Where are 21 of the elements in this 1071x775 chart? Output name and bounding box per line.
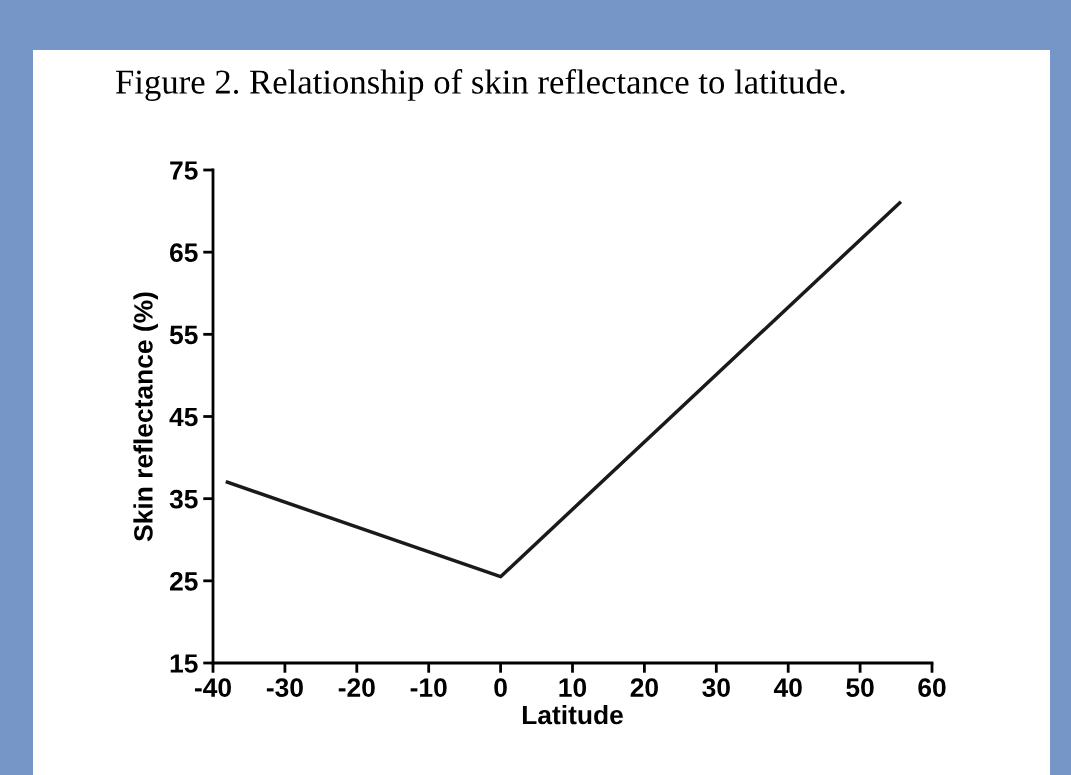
y-tick-label: 15 [170, 654, 198, 673]
x-tick-label: 0 [494, 678, 507, 697]
x-tick-label: -20 [338, 678, 375, 697]
x-tick-label: 40 [773, 678, 802, 697]
y-axis-title: Skin reflectance (%) [133, 292, 158, 542]
y-tick-label: 65 [170, 243, 198, 262]
x-axis-title: Latitude [522, 704, 623, 725]
y-tick-label: 45 [169, 407, 198, 427]
x-tick-label: 60 [918, 678, 946, 697]
y-tick-label: 35 [169, 489, 198, 509]
y-tick-label: 75 [170, 161, 198, 180]
x-tick-label: -10 [410, 678, 447, 697]
y-tick-label: 55 [169, 325, 198, 345]
y-tick-label: 25 [169, 571, 198, 591]
x-tick-label: 10 [559, 678, 587, 697]
chart-title: Figure 2. Relationship of skin reflectance to latitude. [116, 69, 845, 101]
x-tick-label: -30 [266, 678, 303, 697]
x-tick-label: 50 [846, 678, 874, 697]
x-tick-label: -40 [194, 678, 231, 697]
x-tick-label: 30 [702, 678, 730, 697]
x-tick-label: 20 [630, 678, 658, 697]
